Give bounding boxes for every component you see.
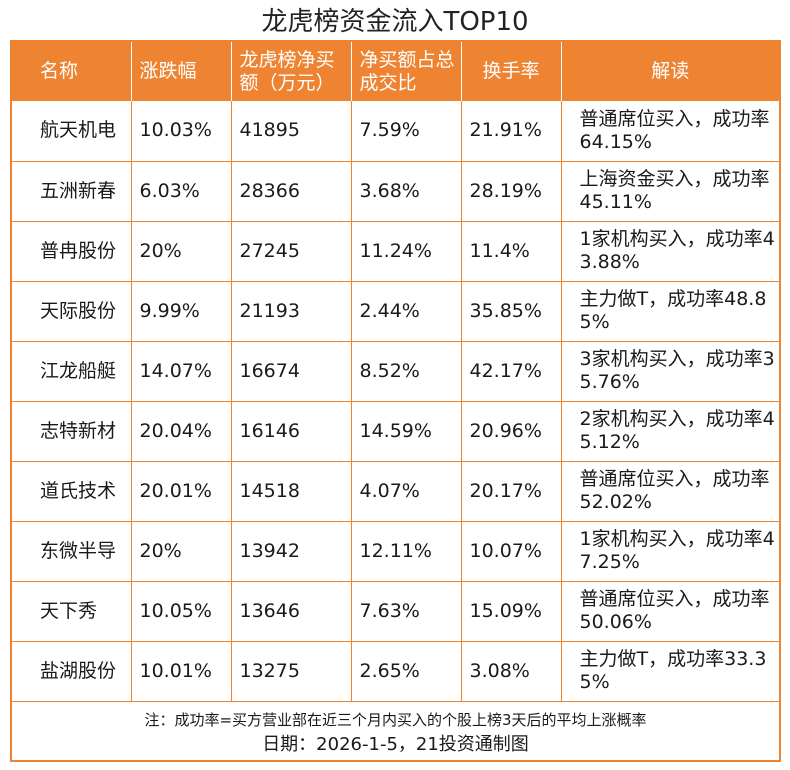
cell-name: 道氏技术: [12, 461, 132, 522]
cell-interpretation: 1家机构买入，成功率47.25%: [561, 521, 779, 582]
cell-change: 6.03%: [131, 161, 232, 222]
cell-change: 20%: [131, 521, 232, 582]
cell-name: 盐湖股份: [12, 641, 132, 702]
cell-change: 14.07%: [131, 341, 232, 402]
cell-turnover: 20.17%: [461, 461, 562, 522]
cell-interpretation: 主力做T，成功率48.85%: [561, 281, 779, 342]
column-header-ratio: 净买额占总成交比: [351, 42, 462, 101]
cell-turnover: 15.09%: [461, 581, 562, 642]
cell-net-buy: 27245: [231, 221, 352, 282]
cell-turnover: 10.07%: [461, 521, 562, 582]
cell-turnover: 11.4%: [461, 221, 562, 282]
cell-ratio: 7.59%: [351, 101, 462, 162]
cell-name: 江龙船艇: [12, 341, 132, 402]
cell-change: 20.04%: [131, 401, 232, 462]
cell-interpretation: 普通席位买入，成功率64.15%: [561, 101, 779, 162]
cell-name: 志特新材: [12, 401, 132, 462]
cell-net-buy: 13646: [231, 581, 352, 642]
table-row: 普冉股份 20% 27245 11.24% 11.4% 1家机构买入，成功率43…: [12, 221, 779, 282]
cell-interpretation: 主力做T，成功率33.35%: [561, 641, 779, 702]
cell-change: 10.01%: [131, 641, 232, 702]
cell-ratio: 8.52%: [351, 341, 462, 402]
cell-interpretation: 上海资金买入，成功率45.11%: [561, 161, 779, 222]
cell-change: 20.01%: [131, 461, 232, 522]
cell-interpretation: 普通席位买入，成功率52.02%: [561, 461, 779, 522]
column-header-net-buy: 龙虎榜净买额（万元）: [231, 42, 352, 101]
cell-net-buy: 16674: [231, 341, 352, 402]
cell-net-buy: 28366: [231, 161, 352, 222]
cell-name: 东微半导: [12, 521, 132, 582]
column-header-name: 名称: [12, 42, 132, 101]
cell-turnover: 28.19%: [461, 161, 562, 222]
table-row: 航天机电 10.03% 41895 7.59% 21.91% 普通席位买入，成功…: [12, 101, 779, 162]
cell-name: 航天机电: [12, 101, 132, 162]
cell-interpretation: 2家机构买入，成功率45.12%: [561, 401, 779, 462]
cell-ratio: 14.59%: [351, 401, 462, 462]
cell-name: 五洲新春: [12, 161, 132, 222]
table-row: 江龙船艇 14.07% 16674 8.52% 42.17% 3家机构买入，成功…: [12, 341, 779, 402]
cell-ratio: 3.68%: [351, 161, 462, 222]
cell-name: 天下秀: [12, 581, 132, 642]
cell-net-buy: 13942: [231, 521, 352, 582]
cell-name: 普冉股份: [12, 221, 132, 282]
table-row: 志特新材 20.04% 16146 14.59% 20.96% 2家机构买入，成…: [12, 401, 779, 462]
cell-net-buy: 41895: [231, 101, 352, 162]
cell-change: 10.03%: [131, 101, 232, 162]
column-header-interpretation: 解读: [561, 42, 779, 101]
table-row: 盐湖股份 10.01% 13275 2.65% 3.08% 主力做T，成功率33…: [12, 641, 779, 702]
cell-net-buy: 16146: [231, 401, 352, 462]
cell-change: 10.05%: [131, 581, 232, 642]
inflow-table: 名称 涨跌幅 龙虎榜净买额（万元） 净买额占总成交比 换手率 解读 航天机电 1…: [12, 42, 779, 702]
table-row: 五洲新春 6.03% 28366 3.68% 28.19% 上海资金买入，成功率…: [12, 161, 779, 222]
cell-interpretation: 1家机构买入，成功率43.88%: [561, 221, 779, 282]
cell-name: 天际股份: [12, 281, 132, 342]
cell-change: 20%: [131, 221, 232, 282]
cell-net-buy: 13275: [231, 641, 352, 702]
cell-interpretation: 3家机构买入，成功率35.76%: [561, 341, 779, 402]
table-row: 道氏技术 20.01% 14518 4.07% 20.17% 普通席位买入，成功…: [12, 461, 779, 522]
data-table-frame: 名称 涨跌幅 龙虎榜净买额（万元） 净买额占总成交比 换手率 解读 航天机电 1…: [10, 40, 781, 762]
table-row: 东微半导 20% 13942 12.11% 10.07% 1家机构买入，成功率4…: [12, 521, 779, 582]
cell-turnover: 42.17%: [461, 341, 562, 402]
cell-turnover: 20.96%: [461, 401, 562, 462]
cell-turnover: 35.85%: [461, 281, 562, 342]
cell-ratio: 12.11%: [351, 521, 462, 582]
cell-net-buy: 14518: [231, 461, 352, 522]
success-rate-note: 注：成功率=买方营业部在近三个月内买入的个股上榜3天后的平均上涨概率: [144, 711, 647, 729]
table-row: 天际股份 9.99% 21193 2.44% 35.85% 主力做T，成功率48…: [12, 281, 779, 342]
cell-net-buy: 21193: [231, 281, 352, 342]
cell-ratio: 7.63%: [351, 581, 462, 642]
cell-ratio: 2.44%: [351, 281, 462, 342]
cell-turnover: 3.08%: [461, 641, 562, 702]
column-header-change: 涨跌幅: [131, 42, 232, 101]
date-source-line: 日期：2026-1-5，21投资通制图: [262, 734, 529, 755]
column-header-turnover: 换手率: [461, 42, 562, 101]
cell-change: 9.99%: [131, 281, 232, 342]
cell-interpretation: 普通席位买入，成功率50.06%: [561, 581, 779, 642]
page-title: 龙虎榜资金流入TOP10: [261, 7, 529, 37]
table-header-row: 名称 涨跌幅 龙虎榜净买额（万元） 净买额占总成交比 换手率 解读: [12, 42, 779, 101]
cell-ratio: 11.24%: [351, 221, 462, 282]
cell-ratio: 2.65%: [351, 641, 462, 702]
table-row: 天下秀 10.05% 13646 7.63% 15.09% 普通席位买入，成功率…: [12, 581, 779, 642]
cell-ratio: 4.07%: [351, 461, 462, 522]
cell-turnover: 21.91%: [461, 101, 562, 162]
